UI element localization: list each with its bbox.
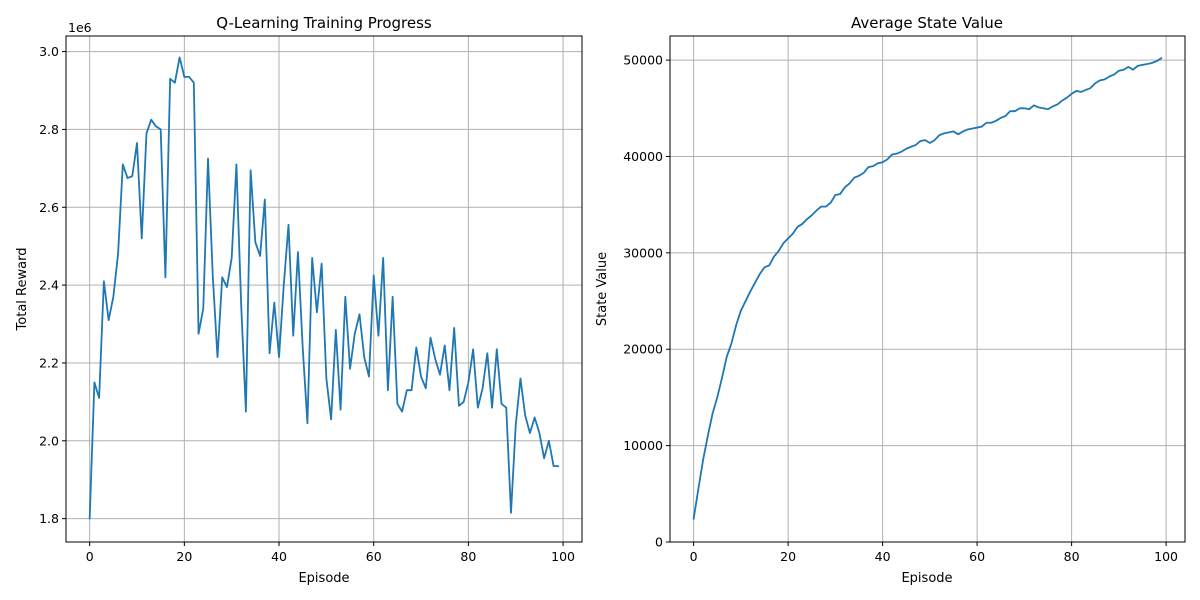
reward-chart-y-tick-label: 2.6: [39, 200, 59, 215]
state-value-chart-y-tick-label: 50000: [623, 53, 663, 68]
state-value-chart-ylabel: State Value: [595, 252, 610, 326]
reward-chart-y-tick-label: 2.2: [39, 355, 59, 370]
reward-chart-x-tick-label: 20: [176, 549, 192, 564]
reward-chart-y-tick-label: 2.0: [39, 433, 59, 448]
reward-chart-y-tick-label: 2.8: [39, 122, 59, 137]
reward-chart: Q-Learning Training Progress Episode Tot…: [15, 14, 583, 586]
reward-chart-x-tick-label: 100: [551, 549, 575, 564]
reward-chart-y-tick-label: 3.0: [39, 44, 59, 59]
reward-chart-frame: [65, 35, 583, 543]
state-value-chart-frame: [669, 35, 1186, 543]
state-value-chart-y-tick-label: 30000: [623, 245, 663, 260]
state-value-chart: Average State Value Episode State Value …: [595, 14, 1186, 586]
reward-chart-xlabel: Episode: [298, 571, 349, 586]
state-value-chart-series-line: [692, 57, 1163, 520]
state-value-chart-ticks: 0 20 40 60 80 100 0 10000 20000 30000 40000 50000: [623, 53, 1178, 564]
reward-chart-ticks: 0 20 40 60 80 100 1.8 2.0 2.2 2.4 2.6 2.8 3.0: [39, 44, 575, 564]
state-value-chart-x-tick-label: 40: [875, 549, 891, 564]
reward-chart-x-tick-label: 60: [366, 549, 382, 564]
state-value-chart-title: Average State Value: [851, 14, 1003, 32]
reward-chart-ylabel: Total Reward: [15, 248, 30, 332]
reward-chart-x-tick-label: 0: [86, 549, 94, 564]
state-value-chart-x-tick-label: 100: [1154, 549, 1178, 564]
reward-chart-series-line: [88, 56, 560, 520]
reward-chart-y-tick-label: 1.8: [39, 511, 59, 526]
reward-chart-x-tick-label: 80: [460, 549, 476, 564]
state-value-chart-x-tick-label: 0: [690, 549, 698, 564]
state-value-chart-y-tick-label: 10000: [623, 438, 663, 453]
reward-chart-grid: [66, 36, 582, 542]
state-value-chart-y-tick-label: 0: [655, 535, 663, 550]
state-value-chart-x-tick-label: 80: [1064, 549, 1080, 564]
state-value-chart-y-tick-label: 20000: [623, 342, 663, 357]
reward-chart-title: Q-Learning Training Progress: [216, 14, 432, 32]
state-value-chart-x-tick-label: 20: [780, 549, 796, 564]
state-value-chart-y-tick-label: 40000: [623, 149, 663, 164]
state-value-chart-xlabel: Episode: [901, 571, 952, 586]
reward-chart-y-tick-label: 2.4: [39, 278, 59, 293]
reward-chart-offset-text: 1e6: [68, 20, 92, 35]
state-value-chart-x-tick-label: 60: [969, 549, 985, 564]
reward-chart-x-tick-label: 40: [271, 549, 287, 564]
